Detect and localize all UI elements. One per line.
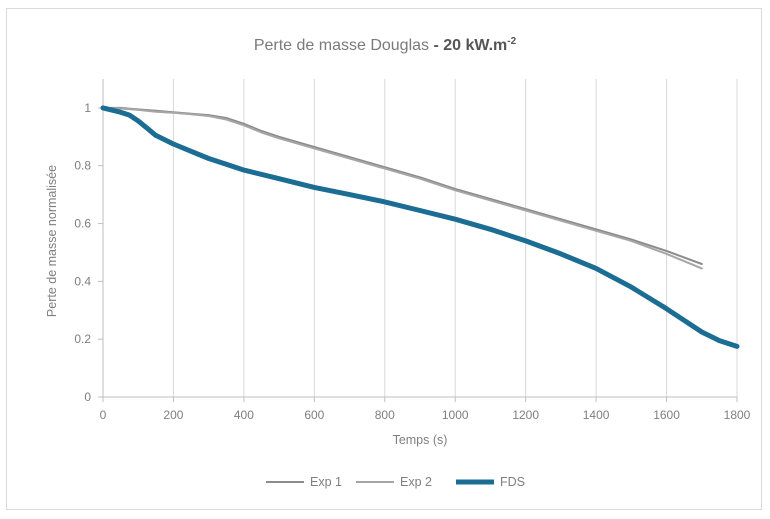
y-tick-label: 0.4 — [74, 274, 91, 288]
y-tick-label: 0.8 — [74, 159, 91, 173]
legend-label-exp-1: Exp 1 — [310, 475, 342, 489]
series-lines — [100, 105, 740, 349]
x-tick-label: 800 — [375, 408, 395, 422]
legend-label-exp-2: Exp 2 — [400, 475, 432, 489]
y-axis-label: Perte de masse normalisée — [45, 165, 59, 317]
legend: Exp 1 Exp 2 FDS — [266, 475, 525, 489]
x-tick-label: 1000 — [442, 408, 469, 422]
x-tick-label: 1600 — [653, 408, 680, 422]
x-tick-label: 600 — [304, 408, 324, 422]
chart-title-main: Perte de masse Douglas — [254, 37, 429, 54]
x-tick-label: 0 — [100, 408, 107, 422]
x-tick-labels: 0 200 400 600 800 1000 1200 1400 1600 1800 — [100, 408, 751, 422]
chart-frame — [6, 8, 762, 510]
chart-title-separator: - — [429, 37, 443, 54]
x-tick-label: 1400 — [583, 408, 610, 422]
x-tick-label: 1800 — [724, 408, 751, 422]
gridlines — [172, 79, 738, 397]
x-axis-label: Temps (s) — [393, 433, 448, 447]
chart-title-superscript: -2 — [507, 36, 516, 47]
series-line-exp-2 — [102, 106, 703, 270]
y-tick-label: 1 — [84, 101, 91, 115]
x-tick-label: 1200 — [512, 408, 539, 422]
y-tick-label: 0 — [84, 390, 91, 404]
series-line-fds — [100, 105, 740, 349]
series-line-exp-1 — [102, 106, 703, 265]
y-tick-labels: 0 0.2 0.4 0.6 0.8 1 — [74, 101, 91, 404]
y-tick-label: 0.2 — [74, 332, 91, 346]
x-tick-label: 200 — [163, 408, 183, 422]
y-tick-label: 0.6 — [74, 217, 91, 231]
x-tick-label: 400 — [234, 408, 254, 422]
chart-title: Perte de masse Douglas - 20 kW.m-2 — [254, 36, 517, 54]
axes — [98, 79, 738, 402]
legend-label-fds: FDS — [500, 475, 525, 489]
chart-title-bold: 20 kW.m — [443, 37, 507, 54]
